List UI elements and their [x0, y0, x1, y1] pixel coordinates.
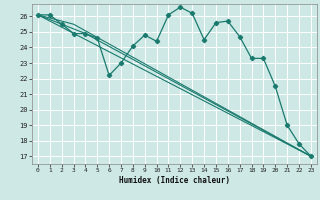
X-axis label: Humidex (Indice chaleur): Humidex (Indice chaleur): [119, 176, 230, 185]
